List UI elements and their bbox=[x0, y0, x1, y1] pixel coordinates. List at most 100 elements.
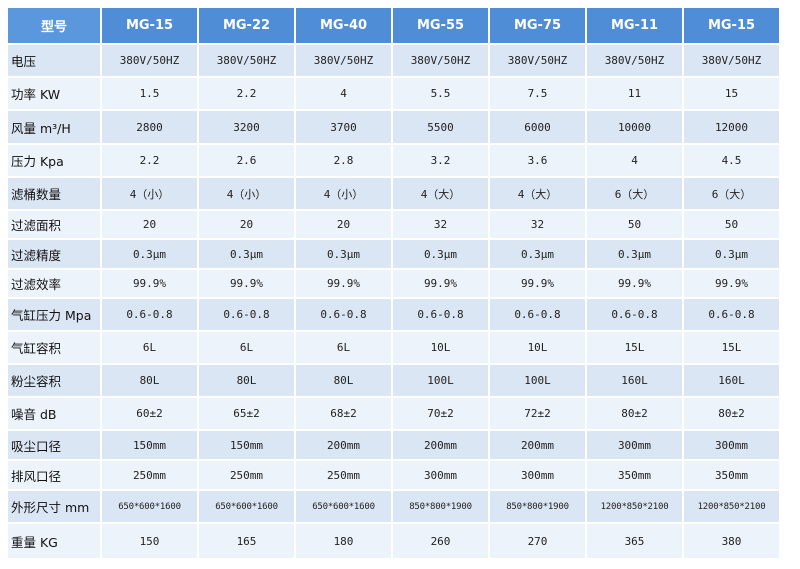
table-cell: 99.9% bbox=[296, 270, 391, 297]
table-cell: 350mm bbox=[684, 461, 779, 489]
table-cell: 0.3μm bbox=[102, 240, 197, 268]
table-cell: 1200*850*2100 bbox=[684, 491, 779, 522]
table-cell: 0.6-0.8 bbox=[490, 299, 585, 330]
table-cell: 99.9% bbox=[490, 270, 585, 297]
row-label: 过滤精度 bbox=[8, 240, 100, 268]
header-cell: MG-11 bbox=[587, 8, 682, 43]
table-row: 气缸容积 6L 6L 6L 10L 10L 15L 15L bbox=[8, 332, 779, 363]
table-cell: 99.9% bbox=[587, 270, 682, 297]
table-cell: 2800 bbox=[102, 111, 197, 143]
table-cell: 350mm bbox=[587, 461, 682, 489]
table-row: 排风口径 250mm 250mm 250mm 300mm 300mm 350mm 350mm bbox=[8, 461, 779, 489]
table-cell: 65±2 bbox=[199, 398, 294, 429]
table-cell: 50 bbox=[684, 211, 779, 238]
row-label: 风量 m³/H bbox=[8, 111, 100, 143]
table-cell: 150mm bbox=[102, 431, 197, 459]
table-cell: 4（小） bbox=[199, 178, 294, 209]
table-cell: 0.6-0.8 bbox=[587, 299, 682, 330]
table-cell: 300mm bbox=[490, 461, 585, 489]
table-cell: 80L bbox=[102, 365, 197, 396]
table-row: 过滤效率 99.9% 99.9% 99.9% 99.9% 99.9% 99.9% 99.9% bbox=[8, 270, 779, 297]
table-cell: 2.8 bbox=[296, 145, 391, 176]
table-cell: 4（小） bbox=[102, 178, 197, 209]
table-cell: 4（大） bbox=[490, 178, 585, 209]
table-cell: 850*800*1900 bbox=[393, 491, 488, 522]
table-cell: 650*600*1600 bbox=[199, 491, 294, 522]
table-row: 噪音 dB 60±2 65±2 68±2 70±2 72±2 80±2 80±2 bbox=[8, 398, 779, 429]
table-cell: 4.5 bbox=[684, 145, 779, 176]
table-cell: 32 bbox=[490, 211, 585, 238]
table-cell: 650*600*1600 bbox=[296, 491, 391, 522]
row-label: 功率 KW bbox=[8, 78, 100, 109]
table-row: 过滤面积 20 20 20 32 32 50 50 bbox=[8, 211, 779, 238]
table-cell: 7.5 bbox=[490, 78, 585, 109]
table-cell: 20 bbox=[296, 211, 391, 238]
table-cell: 0.6-0.8 bbox=[296, 299, 391, 330]
table-cell: 200mm bbox=[393, 431, 488, 459]
table-cell: 165 bbox=[199, 524, 294, 558]
table-cell: 160L bbox=[587, 365, 682, 396]
table-cell: 6（大） bbox=[587, 178, 682, 209]
table-cell: 3700 bbox=[296, 111, 391, 143]
table-cell: 150mm bbox=[199, 431, 294, 459]
table-cell: 2.2 bbox=[199, 78, 294, 109]
table-cell: 1200*850*2100 bbox=[587, 491, 682, 522]
table-cell: 99.9% bbox=[199, 270, 294, 297]
table-cell: 80±2 bbox=[684, 398, 779, 429]
table-cell: 5.5 bbox=[393, 78, 488, 109]
table-cell: 300mm bbox=[587, 431, 682, 459]
row-label: 吸尘口径 bbox=[8, 431, 100, 459]
table-cell: 60±2 bbox=[102, 398, 197, 429]
table-row: 吸尘口径 150mm 150mm 200mm 200mm 200mm 300mm 300mm bbox=[8, 431, 779, 459]
table-row: 功率 KW 1.5 2.2 4 5.5 7.5 11 15 bbox=[8, 78, 779, 109]
table-cell: 850*800*1900 bbox=[490, 491, 585, 522]
table-cell: 180 bbox=[296, 524, 391, 558]
table-cell: 380V/50HZ bbox=[393, 45, 488, 76]
table-cell: 4（小） bbox=[296, 178, 391, 209]
row-label: 过滤效率 bbox=[8, 270, 100, 297]
table-cell: 12000 bbox=[684, 111, 779, 143]
row-label: 电压 bbox=[8, 45, 100, 76]
table-row: 外形尺寸 mm 650*600*1600 650*600*1600 650*600*1… bbox=[8, 491, 779, 522]
table-cell: 260 bbox=[393, 524, 488, 558]
table-cell: 6L bbox=[296, 332, 391, 363]
table-row: 电压 380V/50HZ 380V/50HZ 380V/50HZ 380V/50HZ 38… bbox=[8, 45, 779, 76]
header-cell: MG-55 bbox=[393, 8, 488, 43]
table-cell: 270 bbox=[490, 524, 585, 558]
table-cell: 0.6-0.8 bbox=[393, 299, 488, 330]
table-cell: 250mm bbox=[102, 461, 197, 489]
table-cell: 6（大） bbox=[684, 178, 779, 209]
table-cell: 80±2 bbox=[587, 398, 682, 429]
table-cell: 10L bbox=[490, 332, 585, 363]
table-cell: 99.9% bbox=[102, 270, 197, 297]
row-label: 粉尘容积 bbox=[8, 365, 100, 396]
table-cell: 15L bbox=[587, 332, 682, 363]
row-label: 气缸压力 Mpa bbox=[8, 299, 100, 330]
table-cell: 250mm bbox=[296, 461, 391, 489]
table-row: 滤桶数量 4（小） 4（小） 4（小） 4（大） 4（大） 6（大） 6（大） bbox=[8, 178, 779, 209]
table-cell: 0.6-0.8 bbox=[102, 299, 197, 330]
table-cell: 6000 bbox=[490, 111, 585, 143]
header-cell: MG-15 bbox=[102, 8, 197, 43]
table-cell: 99.9% bbox=[684, 270, 779, 297]
table-cell: 6L bbox=[199, 332, 294, 363]
table-cell: 1.5 bbox=[102, 78, 197, 109]
table-cell: 50 bbox=[587, 211, 682, 238]
table-cell: 0.3μm bbox=[199, 240, 294, 268]
table-cell: 200mm bbox=[296, 431, 391, 459]
table-row: 气缸压力 Mpa 0.6-0.8 0.6-0.8 0.6-0.8 0.6-0.8 0.6-… bbox=[8, 299, 779, 330]
table-cell: 4 bbox=[587, 145, 682, 176]
table-row: 过滤精度 0.3μm 0.3μm 0.3μm 0.3μm 0.3μm 0.3μm 0.3μm bbox=[8, 240, 779, 268]
table-cell: 0.3μm bbox=[296, 240, 391, 268]
table-cell: 3.6 bbox=[490, 145, 585, 176]
table-cell: 6L bbox=[102, 332, 197, 363]
table-cell: 70±2 bbox=[393, 398, 488, 429]
table-cell: 365 bbox=[587, 524, 682, 558]
table-cell: 0.6-0.8 bbox=[684, 299, 779, 330]
row-label: 压力 Kpa bbox=[8, 145, 100, 176]
table-cell: 4 bbox=[296, 78, 391, 109]
table-cell: 380V/50HZ bbox=[587, 45, 682, 76]
table-cell: 200mm bbox=[490, 431, 585, 459]
row-label: 外形尺寸 mm bbox=[8, 491, 100, 522]
table-cell: 4（大） bbox=[393, 178, 488, 209]
